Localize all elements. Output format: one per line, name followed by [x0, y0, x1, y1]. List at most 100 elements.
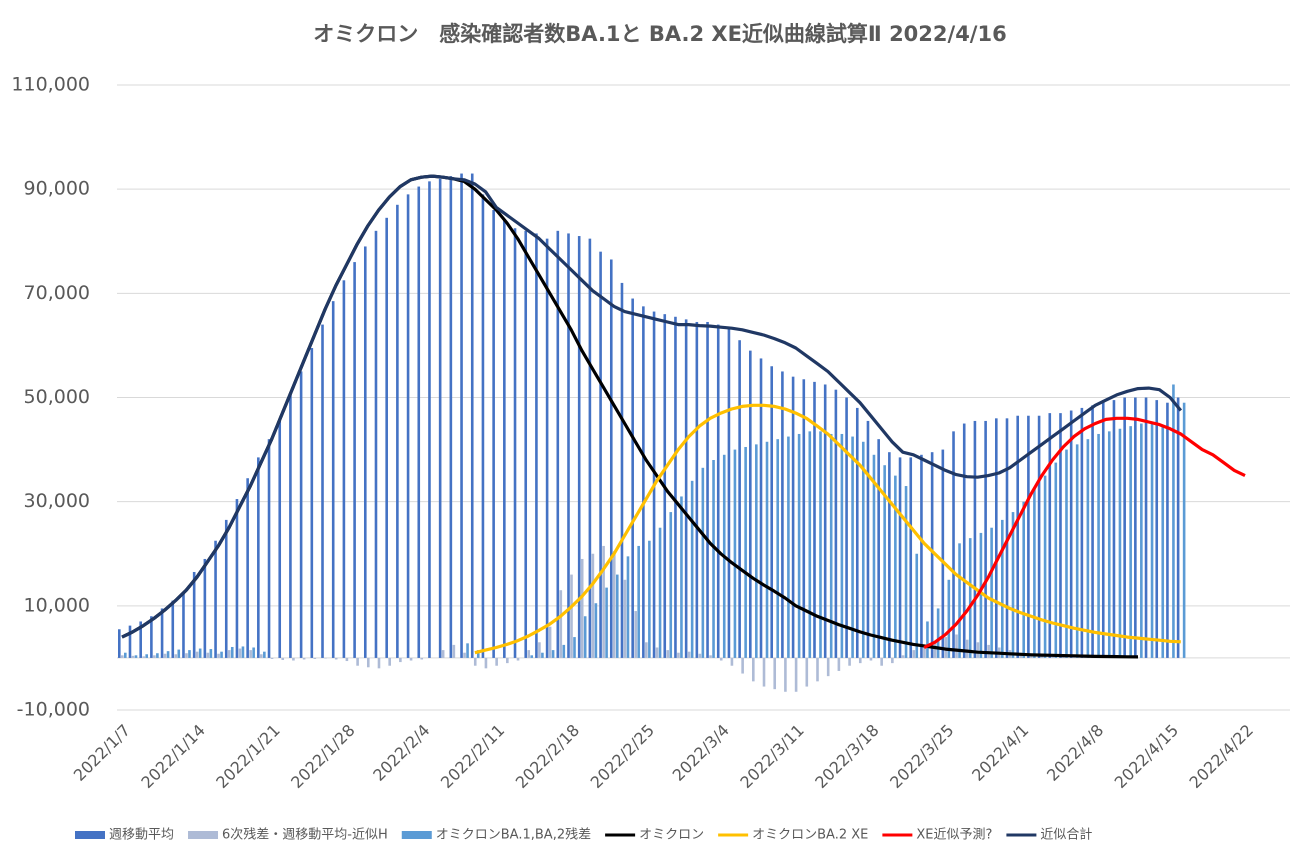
bar	[1134, 397, 1137, 658]
bar	[1118, 428, 1122, 658]
bar	[855, 407, 859, 658]
line-series	[474, 403, 1181, 655]
bar	[944, 637, 948, 658]
bar	[224, 519, 228, 658]
y-tick-label: -10,000	[17, 699, 90, 721]
bar	[495, 657, 498, 666]
bar	[331, 301, 335, 658]
bar	[936, 608, 940, 658]
bar	[198, 648, 202, 658]
bar	[214, 540, 217, 658]
bar	[1144, 397, 1148, 658]
bar	[848, 657, 851, 666]
bar	[816, 657, 819, 682]
bar	[476, 650, 480, 658]
bar	[324, 657, 327, 659]
bar	[121, 655, 124, 658]
bar	[177, 649, 181, 658]
bar	[342, 280, 346, 658]
bar	[834, 389, 838, 658]
bar	[166, 651, 170, 658]
bar	[990, 527, 993, 658]
legend-marker	[75, 831, 105, 839]
bar	[1091, 405, 1094, 658]
bar	[901, 655, 905, 658]
bar	[513, 228, 517, 658]
bar	[441, 650, 445, 658]
bar	[588, 238, 592, 658]
bar	[257, 457, 260, 658]
bar	[712, 460, 715, 658]
bar	[438, 178, 442, 658]
bar	[626, 556, 630, 658]
bar	[869, 657, 873, 661]
bar	[620, 282, 624, 658]
bar	[1161, 426, 1165, 658]
bar	[765, 441, 769, 658]
bar	[203, 558, 207, 658]
bar	[684, 319, 688, 658]
bar	[1001, 519, 1004, 658]
bar	[655, 647, 659, 658]
bar	[1176, 397, 1180, 658]
bar	[281, 657, 285, 660]
bar	[142, 656, 145, 658]
bar	[776, 439, 780, 658]
legend-label: オミクロンBA.2 XE	[752, 828, 868, 843]
bar	[883, 465, 886, 658]
bar	[466, 643, 469, 658]
bar	[267, 439, 271, 658]
bar	[406, 194, 410, 658]
bar	[230, 646, 234, 658]
bar	[270, 657, 274, 659]
bar	[880, 657, 883, 666]
bar	[1166, 402, 1169, 658]
bar	[428, 181, 431, 658]
bar	[634, 611, 637, 658]
bar	[819, 431, 822, 658]
bar	[891, 657, 894, 664]
bar	[680, 496, 683, 658]
bar	[872, 454, 876, 658]
bar	[1048, 413, 1052, 658]
bar	[139, 621, 142, 658]
bar	[313, 657, 317, 659]
bar	[506, 657, 509, 664]
bar	[185, 653, 188, 658]
bar	[1172, 384, 1175, 658]
bar	[1011, 512, 1015, 658]
bar	[420, 657, 424, 660]
bar	[973, 420, 977, 658]
bar	[570, 574, 573, 658]
bar	[1033, 488, 1036, 658]
bar	[612, 551, 616, 658]
bar	[866, 420, 870, 658]
bar	[802, 379, 806, 658]
bar	[385, 217, 388, 658]
bar	[128, 625, 132, 658]
bar	[174, 654, 178, 658]
bar	[962, 423, 966, 658]
bar	[968, 538, 972, 658]
bar	[551, 650, 555, 658]
bar	[470, 173, 474, 658]
bar	[118, 629, 121, 658]
bar	[909, 457, 913, 658]
bar	[773, 657, 777, 690]
bar	[1086, 439, 1090, 658]
legend-label: 近似合計	[1040, 827, 1092, 843]
bar	[1107, 431, 1111, 658]
bar	[260, 654, 263, 658]
bar	[623, 579, 627, 658]
bar	[984, 420, 987, 658]
bar	[150, 616, 153, 658]
bar	[744, 446, 747, 658]
bar	[545, 238, 549, 658]
bar	[741, 657, 744, 674]
bar	[894, 475, 897, 658]
bar	[1043, 475, 1047, 658]
y-tick-label: 10,000	[24, 594, 90, 616]
bar	[784, 657, 787, 692]
bar	[263, 651, 266, 658]
bar	[791, 376, 795, 658]
